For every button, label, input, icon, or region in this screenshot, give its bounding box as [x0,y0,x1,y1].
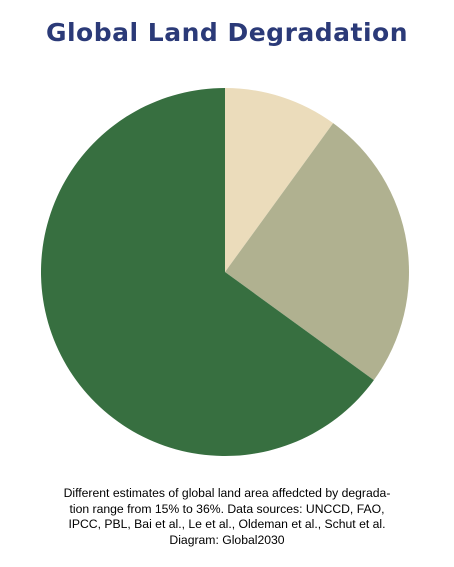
caption-line-1: Different estimates of global land area … [63,486,391,500]
pie-slice-2 [225,123,410,381]
pie-slice-3 [41,88,374,456]
caption-line-3: IPCC, PBL, Bai et al., Le et al., Oldema… [68,517,386,531]
caption-line-2: tion range from 15% to 36%. Data sources… [69,501,385,516]
chart-caption: Different estimates of global land area … [20,486,434,548]
chart-title: Global Land Degradation [45,18,409,47]
pie-slice-1 [225,88,334,272]
caption-line-4: Diagram: Global2030 [169,532,285,547]
